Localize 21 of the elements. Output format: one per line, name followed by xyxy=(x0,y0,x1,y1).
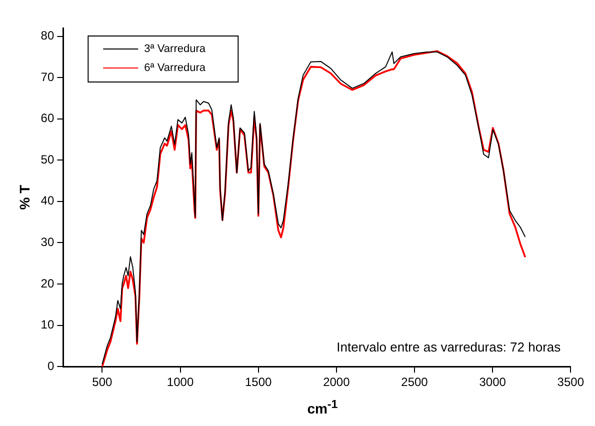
y-tick-label: 20 xyxy=(40,276,54,290)
y-tick-label: 0 xyxy=(47,358,54,373)
x-tick-label: 2500 xyxy=(401,375,428,390)
y-tick-label: 60 xyxy=(40,111,54,126)
x-tick-label: 500 xyxy=(92,375,113,390)
y-tick-label: 10 xyxy=(40,318,54,332)
legend-label: 3ª Varredura xyxy=(144,43,206,56)
x-tick-label: 3000 xyxy=(479,375,506,390)
legend-label: 6ª Varredura xyxy=(144,62,206,74)
x-tick-label: 3500 xyxy=(557,375,584,390)
y-tick-label: 40 xyxy=(40,194,54,208)
x-tick-label: 1000 xyxy=(166,375,194,390)
y-tick-label: 70 xyxy=(40,70,54,84)
y-tick-label: 50 xyxy=(40,152,54,166)
y-tick-label: 30 xyxy=(40,235,54,250)
x-axis-title: cm$^{-1}$ xyxy=(306,398,339,417)
annotation: Intervalo entre as varreduras: 72 horas xyxy=(336,340,562,355)
y-axis-title: % T xyxy=(16,184,32,210)
x-tick-label: 1500 xyxy=(244,375,272,390)
y-tick-label: 80 xyxy=(40,28,54,43)
x-tick-label: 2000 xyxy=(323,375,350,390)
